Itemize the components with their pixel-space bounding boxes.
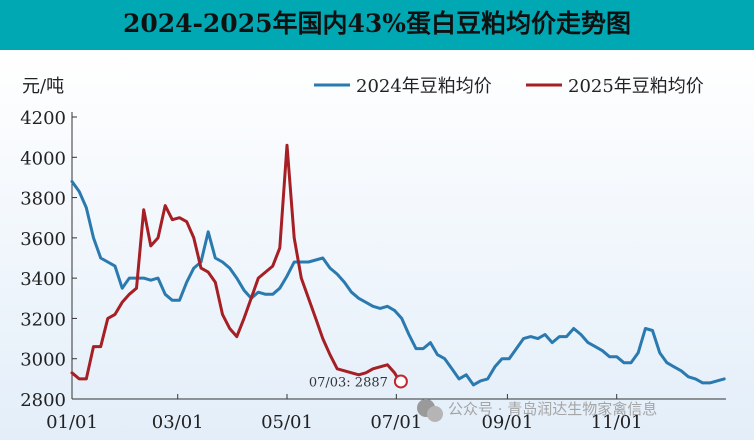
x-tick-label: 05/01 xyxy=(261,412,313,433)
chart-title: 2024-2025年国内43%蛋白豆粕均价走势图 xyxy=(122,9,632,38)
y-axis-unit-label: 元/吨 xyxy=(22,76,64,97)
watermark: 公众号 · 青岛润达生物家禽信息 xyxy=(417,399,657,422)
y-tick-label: 2800 xyxy=(20,390,66,411)
x-tick-label: 01/01 xyxy=(46,412,98,433)
y-tick-label: 4000 xyxy=(20,148,66,169)
series-line-2025年豆粕均价 xyxy=(70,143,402,383)
x-ticks: 01/01 03/01 05/01 07/01 09/01 11/01 xyxy=(46,394,643,433)
y-tick-label: 3600 xyxy=(20,229,66,250)
x-tick-label: 03/01 xyxy=(152,412,204,433)
y-tick-label: 3800 xyxy=(20,189,66,210)
y-ticks: 2800 3000 3200 3400 3600 3800 4000 4200 xyxy=(20,108,77,411)
legend-label-2025: 2025年豆粕均价 xyxy=(568,76,704,97)
latest-point-label: 07/03: 2887 xyxy=(309,375,388,390)
x-tick-label: 09/01 xyxy=(481,412,533,433)
series-line-2024年豆粕均价 xyxy=(70,180,726,387)
y-tick-label: 3200 xyxy=(20,309,66,330)
y-tick-label: 3400 xyxy=(20,269,66,290)
watermark-text: 公众号 · 青岛润达生物家禽信息 xyxy=(448,400,657,418)
latest-point-marker xyxy=(393,374,408,389)
title-bar xyxy=(0,0,754,50)
plot-panel xyxy=(0,50,754,440)
axes xyxy=(71,112,726,400)
legend: 2024年豆粕均价 2025年豆粕均价 xyxy=(314,76,704,97)
y-tick-label: 3000 xyxy=(20,350,66,371)
series-layer xyxy=(70,143,726,387)
wechat-icon xyxy=(417,399,443,422)
y-tick-label: 4200 xyxy=(20,108,66,129)
x-tick-label: 07/01 xyxy=(370,412,422,433)
legend-label-2024: 2024年豆粕均价 xyxy=(356,76,492,97)
annotation-layer: 07/03: 2887 xyxy=(309,374,408,390)
x-tick-label: 11/01 xyxy=(591,412,643,433)
